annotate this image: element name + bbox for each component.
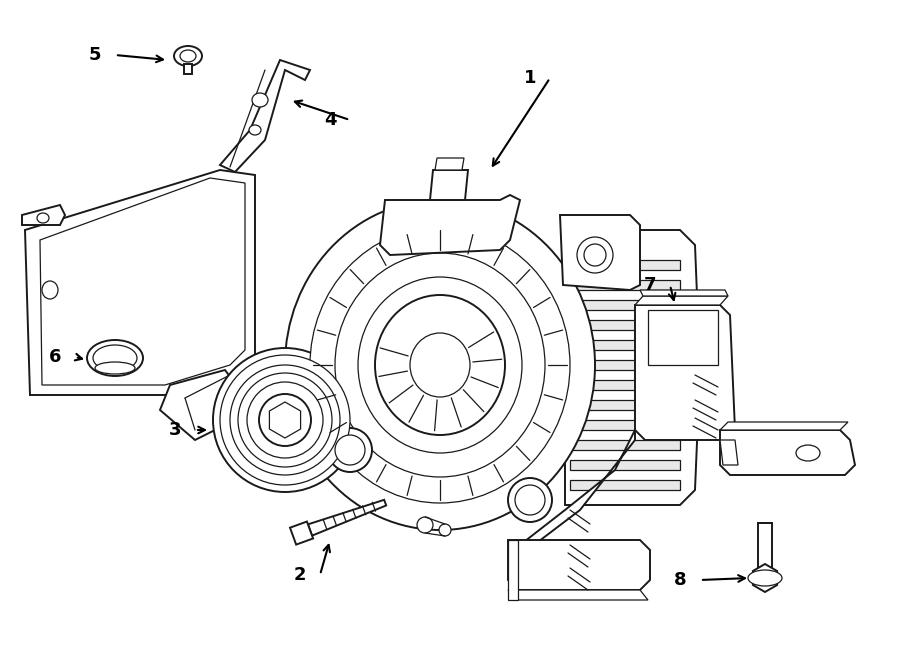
Polygon shape (290, 522, 313, 545)
Ellipse shape (37, 213, 49, 223)
Polygon shape (184, 64, 192, 74)
Polygon shape (720, 430, 855, 475)
Text: 3: 3 (169, 421, 181, 439)
Ellipse shape (230, 365, 340, 475)
Polygon shape (510, 430, 635, 548)
Polygon shape (160, 370, 240, 440)
Polygon shape (508, 540, 518, 600)
Polygon shape (720, 422, 848, 430)
Polygon shape (753, 564, 777, 592)
Polygon shape (570, 460, 680, 470)
Text: 7: 7 (644, 276, 656, 294)
Ellipse shape (42, 281, 58, 299)
Polygon shape (508, 590, 648, 600)
Polygon shape (570, 320, 680, 330)
Ellipse shape (238, 373, 332, 467)
Polygon shape (635, 305, 735, 440)
Polygon shape (570, 420, 680, 430)
Ellipse shape (259, 394, 311, 446)
Ellipse shape (285, 200, 595, 530)
Ellipse shape (417, 517, 433, 533)
Text: 5: 5 (89, 46, 101, 64)
Polygon shape (269, 402, 301, 438)
Ellipse shape (220, 355, 350, 485)
Polygon shape (570, 340, 680, 350)
Polygon shape (508, 540, 650, 590)
Ellipse shape (87, 340, 143, 376)
Ellipse shape (577, 237, 613, 273)
Ellipse shape (335, 253, 545, 477)
Ellipse shape (310, 227, 570, 503)
Ellipse shape (515, 485, 545, 515)
Polygon shape (22, 205, 65, 225)
Polygon shape (570, 360, 680, 370)
Text: 8: 8 (674, 571, 687, 589)
Polygon shape (648, 310, 718, 365)
Ellipse shape (180, 50, 196, 62)
Polygon shape (220, 60, 310, 172)
Ellipse shape (439, 524, 451, 536)
Polygon shape (570, 280, 680, 290)
Text: 1: 1 (524, 69, 536, 87)
Ellipse shape (247, 382, 323, 458)
Polygon shape (570, 300, 680, 310)
Polygon shape (570, 380, 680, 390)
Polygon shape (570, 440, 680, 450)
Ellipse shape (328, 428, 372, 472)
Polygon shape (565, 230, 700, 505)
Text: 4: 4 (324, 111, 337, 129)
Polygon shape (308, 500, 386, 535)
Polygon shape (435, 158, 464, 170)
Ellipse shape (213, 348, 357, 492)
Ellipse shape (508, 478, 552, 522)
Polygon shape (25, 170, 255, 395)
Ellipse shape (174, 46, 202, 66)
Ellipse shape (410, 333, 470, 397)
Ellipse shape (584, 244, 606, 266)
Polygon shape (640, 290, 728, 296)
Polygon shape (570, 480, 680, 490)
Ellipse shape (95, 362, 135, 374)
Ellipse shape (335, 435, 365, 465)
Polygon shape (380, 195, 520, 255)
Ellipse shape (358, 277, 522, 453)
Polygon shape (430, 170, 468, 200)
Text: 6: 6 (49, 348, 61, 366)
Text: 2: 2 (293, 566, 306, 584)
Ellipse shape (375, 295, 505, 435)
Polygon shape (720, 440, 738, 465)
Polygon shape (570, 260, 680, 270)
Ellipse shape (93, 345, 137, 371)
Ellipse shape (249, 125, 261, 135)
Ellipse shape (748, 570, 782, 586)
Polygon shape (570, 400, 680, 410)
Ellipse shape (796, 445, 820, 461)
Polygon shape (758, 523, 772, 578)
Ellipse shape (252, 93, 268, 107)
Polygon shape (560, 215, 640, 290)
Polygon shape (635, 296, 728, 305)
